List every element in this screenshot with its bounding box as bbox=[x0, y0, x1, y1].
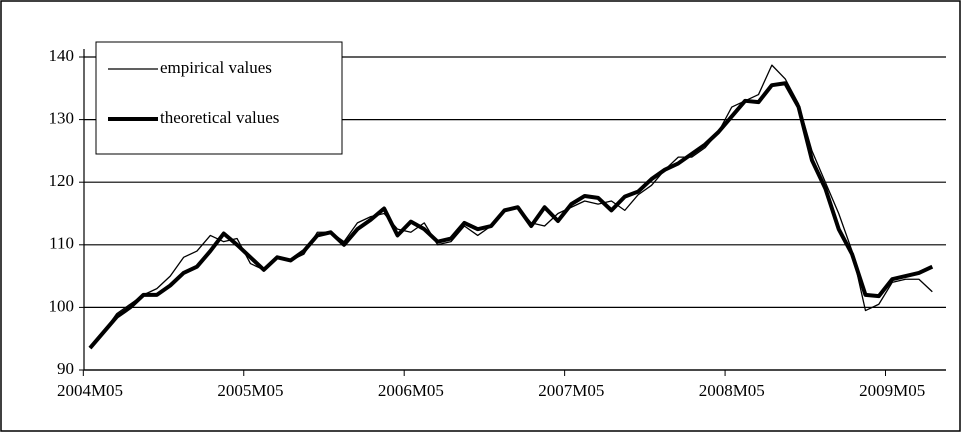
y-tick-label: 140 bbox=[49, 46, 75, 65]
legend-box bbox=[95, 41, 343, 155]
y-tick-label: 90 bbox=[57, 359, 74, 378]
x-tick-label: 2007M05 bbox=[538, 381, 604, 400]
y-tick-label: 130 bbox=[49, 109, 75, 128]
y-tick-label: 110 bbox=[49, 234, 74, 253]
y-tick-label: 100 bbox=[49, 296, 75, 315]
x-tick-label: 2009M05 bbox=[859, 381, 925, 400]
y-tick-label: 120 bbox=[49, 171, 75, 190]
x-tick-label: 2006M05 bbox=[378, 381, 444, 400]
x-tick-label: 2005M05 bbox=[217, 381, 283, 400]
legend-label: empirical values bbox=[160, 58, 272, 77]
legend-label: theoretical values bbox=[160, 108, 279, 127]
x-tick-label: 2004M05 bbox=[57, 381, 123, 400]
x-tick-label: 2008M05 bbox=[699, 381, 765, 400]
data-line bbox=[88, 81, 934, 350]
